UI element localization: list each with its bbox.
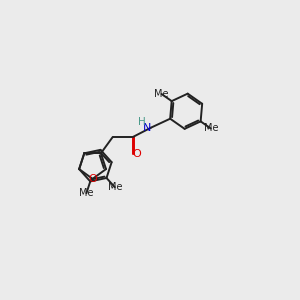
Text: Me: Me [154,89,169,99]
Text: Me: Me [203,124,218,134]
Text: Me: Me [107,182,122,192]
Text: N: N [143,123,152,133]
Text: O: O [88,174,97,184]
Text: O: O [132,149,141,159]
Text: Me: Me [79,188,94,198]
Text: H: H [138,117,146,128]
